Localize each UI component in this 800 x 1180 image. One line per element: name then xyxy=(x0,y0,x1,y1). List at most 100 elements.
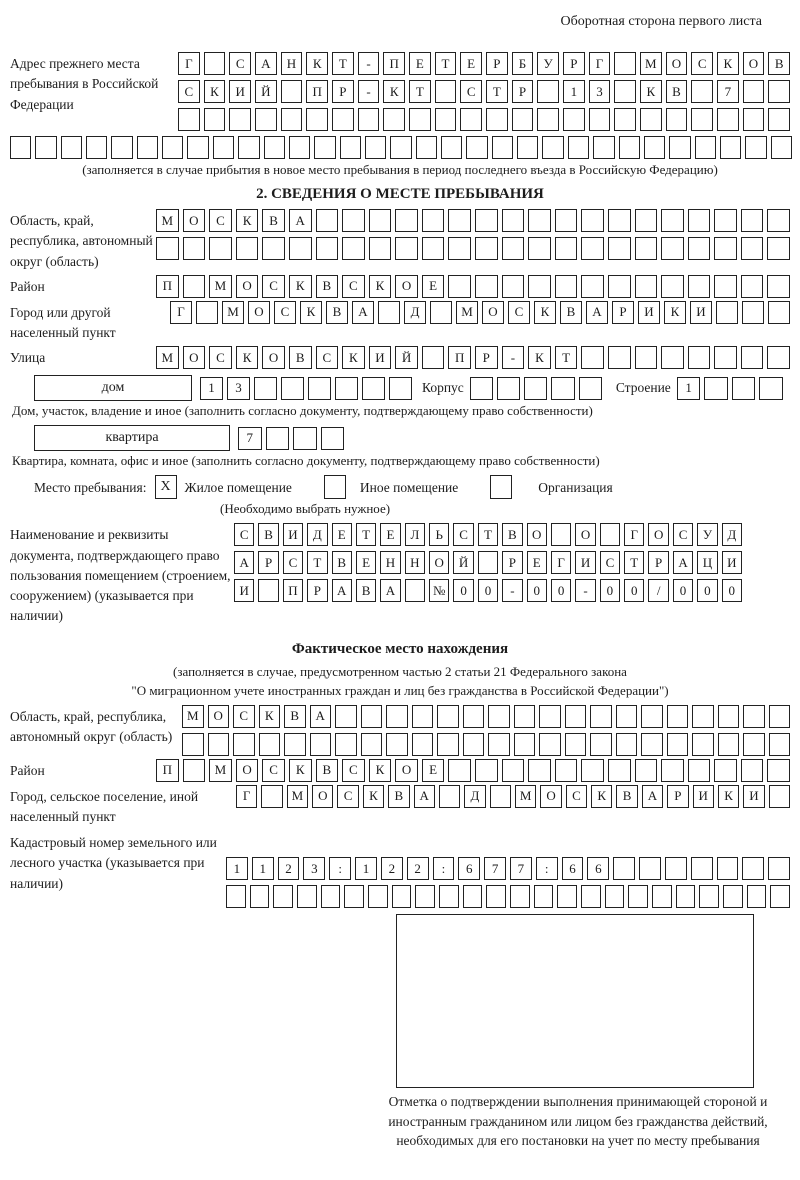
char-cell[interactable] xyxy=(362,376,385,400)
char-cell[interactable] xyxy=(719,136,742,159)
char-cell[interactable] xyxy=(357,108,380,131)
char-cell[interactable]: И xyxy=(721,551,742,575)
char-cell[interactable] xyxy=(156,237,179,260)
char-cell[interactable]: О xyxy=(248,300,270,324)
char-cell[interactable] xyxy=(408,108,431,131)
char-cell[interactable] xyxy=(475,209,498,232)
char-cell[interactable]: С xyxy=(565,784,588,808)
fact-region-row2[interactable] xyxy=(182,732,790,756)
char-cell[interactable]: С xyxy=(460,80,482,103)
char-cell[interactable] xyxy=(477,551,499,575)
char-cell[interactable] xyxy=(335,376,358,400)
char-cell[interactable] xyxy=(607,237,631,260)
char-cell[interactable] xyxy=(528,274,551,298)
char-cell[interactable] xyxy=(628,885,648,908)
char-cell[interactable] xyxy=(460,108,482,131)
char-cell[interactable]: Г xyxy=(170,300,192,324)
char-cell[interactable] xyxy=(448,237,471,260)
char-cell[interactable]: : xyxy=(329,857,352,880)
char-cell[interactable]: И xyxy=(282,523,304,547)
char-cell[interactable]: Е xyxy=(408,52,431,75)
char-cell[interactable]: К xyxy=(235,346,259,370)
char-cell[interactable] xyxy=(564,732,586,756)
char-cell[interactable] xyxy=(265,426,289,450)
char-cell[interactable] xyxy=(567,136,590,159)
char-cell[interactable] xyxy=(509,885,530,908)
char-cell[interactable]: С xyxy=(274,300,296,324)
char-cell[interactable]: Р xyxy=(648,551,669,575)
char-cell[interactable]: Р xyxy=(667,784,689,808)
char-cell[interactable]: А xyxy=(254,52,277,75)
char-cell[interactable]: С xyxy=(209,209,232,232)
char-cell[interactable] xyxy=(411,704,433,728)
char-cell[interactable]: Р xyxy=(511,80,534,103)
char-cell[interactable] xyxy=(430,300,452,324)
char-cell[interactable] xyxy=(438,885,459,908)
char-cell[interactable] xyxy=(273,885,293,908)
char-cell[interactable] xyxy=(320,426,344,450)
char-cell[interactable]: К xyxy=(306,52,328,75)
char-cell[interactable] xyxy=(551,376,575,400)
char-cell[interactable] xyxy=(389,376,412,400)
char-cell[interactable] xyxy=(687,209,711,232)
char-cell[interactable]: Е xyxy=(526,551,547,575)
char-cell[interactable] xyxy=(651,885,672,908)
char-cell[interactable] xyxy=(537,80,559,103)
char-cell[interactable] xyxy=(533,885,554,908)
char-cell[interactable]: В xyxy=(331,551,352,575)
char-cell[interactable] xyxy=(314,136,336,159)
char-cell[interactable]: С xyxy=(508,300,530,324)
char-cell[interactable]: В xyxy=(502,523,523,547)
char-cell[interactable]: 7 xyxy=(484,857,506,880)
char-cell[interactable] xyxy=(634,209,658,232)
char-cell[interactable]: И xyxy=(743,784,765,808)
char-cell[interactable]: О xyxy=(207,704,229,728)
char-cell[interactable]: Ц xyxy=(697,551,718,575)
char-cell[interactable]: Д xyxy=(721,523,742,547)
char-cell[interactable]: К xyxy=(528,346,551,370)
char-cell[interactable] xyxy=(745,136,767,159)
char-cell[interactable] xyxy=(448,758,471,782)
char-cell[interactable]: : xyxy=(432,857,455,880)
char-cell[interactable] xyxy=(475,758,498,782)
char-cell[interactable]: Г xyxy=(624,523,645,547)
char-cell[interactable]: М xyxy=(182,704,204,728)
char-cell[interactable] xyxy=(501,274,525,298)
char-cell[interactable]: К xyxy=(235,209,259,232)
char-cell[interactable] xyxy=(254,376,277,400)
char-cell[interactable] xyxy=(716,857,739,880)
char-cell[interactable] xyxy=(368,209,392,232)
char-cell[interactable] xyxy=(550,523,572,547)
char-cell[interactable] xyxy=(233,732,255,756)
char-cell[interactable] xyxy=(421,209,445,232)
char-cell[interactable] xyxy=(203,108,226,131)
char-cell[interactable]: К xyxy=(342,346,365,370)
char-cell[interactable]: В xyxy=(355,579,377,603)
char-cell[interactable] xyxy=(315,209,339,232)
char-cell[interactable] xyxy=(639,857,661,880)
char-cell[interactable]: 0 xyxy=(721,579,742,603)
char-cell[interactable]: О xyxy=(540,784,562,808)
char-cell[interactable]: С xyxy=(599,551,621,575)
char-cell[interactable] xyxy=(448,274,471,298)
char-cell[interactable]: 0 xyxy=(624,579,645,603)
char-cell[interactable] xyxy=(770,136,792,159)
char-cell[interactable] xyxy=(209,237,232,260)
confirmation-stamp-box[interactable] xyxy=(396,914,754,1088)
char-cell[interactable] xyxy=(692,704,714,728)
char-cell[interactable] xyxy=(768,784,790,808)
char-cell[interactable]: 2 xyxy=(277,857,300,880)
char-cell[interactable] xyxy=(714,346,737,370)
korpus-cells[interactable] xyxy=(469,376,602,400)
char-cell[interactable] xyxy=(539,732,561,756)
char-cell[interactable]: К xyxy=(664,300,686,324)
char-cell[interactable]: К xyxy=(534,300,556,324)
char-cell[interactable]: Д xyxy=(464,784,486,808)
char-cell[interactable]: Р xyxy=(475,346,498,370)
char-cell[interactable] xyxy=(759,376,783,400)
char-cell[interactable]: У xyxy=(537,52,559,75)
char-cell[interactable] xyxy=(441,136,463,159)
